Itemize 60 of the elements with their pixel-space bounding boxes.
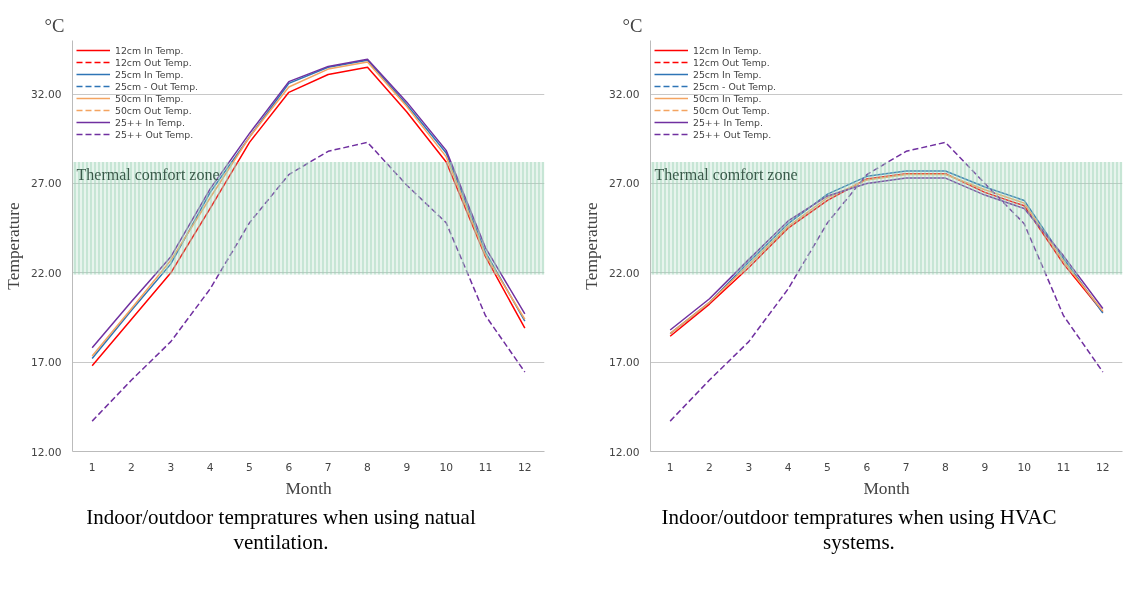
- x-tick-label: 2: [128, 460, 135, 474]
- x-tick-label: 8: [364, 460, 372, 474]
- text: °C: [622, 14, 643, 36]
- x-axis-title: Month: [863, 478, 910, 498]
- x-tick-label: 10: [439, 460, 454, 474]
- x-tick-label: 12: [1096, 460, 1110, 474]
- y-tick-label: 32.00: [608, 88, 640, 102]
- x-tick-label: 7: [902, 460, 910, 474]
- x-tick-label: 5: [824, 460, 831, 474]
- text: Indoor/outdoor tempratures when using natual ventilation.: [85, 505, 477, 556]
- legend-label: 50cm Out Temp.: [693, 104, 770, 116]
- legend-label: 50cm In Temp.: [693, 92, 762, 104]
- y-tick-label: 22.00: [30, 266, 62, 280]
- x-tick-label: 9: [403, 460, 411, 474]
- legend-label: 25cm - Out Temp.: [693, 80, 777, 92]
- x-tick-label: 1: [666, 460, 674, 474]
- band-label: Thermal comfort zone: [654, 166, 798, 184]
- y-tick-label: 17.00: [608, 356, 640, 370]
- y-tick-label: 17.00: [30, 356, 62, 370]
- legend-label: 12cm In Temp.: [115, 44, 184, 56]
- legend-label: 25cm In Temp.: [115, 68, 184, 80]
- x-tick-label: 5: [246, 460, 253, 474]
- x-tick-label: 6: [863, 460, 871, 474]
- y-tick-label: 22.00: [608, 266, 640, 280]
- x-tick-label: 4: [784, 460, 792, 474]
- y-tick-label: 12.00: [608, 445, 640, 459]
- legend-label: 25++ Out Temp.: [693, 128, 772, 140]
- legend-label: 12cm In Temp.: [693, 44, 762, 56]
- y-tick-label: 32.00: [30, 88, 62, 102]
- legend-label: 25++ In Temp.: [115, 116, 185, 128]
- y-tick-label: 27.00: [30, 177, 62, 191]
- legend-label: 50cm Out Temp.: [115, 104, 192, 116]
- x-tick-label: 4: [206, 460, 214, 474]
- legend-label: 12cm Out Temp.: [693, 56, 770, 68]
- x-tick-label: 2: [706, 460, 713, 474]
- band-label: Thermal comfort zone: [76, 166, 220, 184]
- legend-label: 25cm In Temp.: [693, 68, 762, 80]
- text: °C: [44, 14, 65, 36]
- legend-label: 50cm In Temp.: [115, 92, 184, 104]
- x-tick-label: 7: [324, 460, 332, 474]
- x-tick-label: 11: [1056, 460, 1071, 474]
- x-tick-label: 9: [981, 460, 989, 474]
- legend-label: 25++ Out Temp.: [115, 128, 194, 140]
- legend-label: 12cm Out Temp.: [115, 56, 192, 68]
- y-tick-label: 27.00: [608, 177, 640, 191]
- y-axis-title: Temperature: [581, 202, 601, 290]
- x-tick-label: 3: [167, 460, 175, 474]
- text: Indoor/outdoor tempratures when using HVAC systems.: [660, 505, 1058, 556]
- legend-label: 25cm - Out Temp.: [115, 80, 199, 92]
- y-axis-title: Temperature: [3, 202, 23, 290]
- x-tick-label: 12: [518, 460, 532, 474]
- x-tick-label: 10: [1017, 460, 1032, 474]
- x-tick-label: 6: [285, 460, 293, 474]
- x-tick-label: 8: [942, 460, 950, 474]
- legend-label: 25++ In Temp.: [693, 116, 763, 128]
- x-tick-label: 3: [745, 460, 753, 474]
- y-tick-label: 12.00: [30, 445, 62, 459]
- x-tick-label: 11: [478, 460, 493, 474]
- x-axis-title: Month: [285, 478, 332, 498]
- x-tick-label: 1: [88, 460, 96, 474]
